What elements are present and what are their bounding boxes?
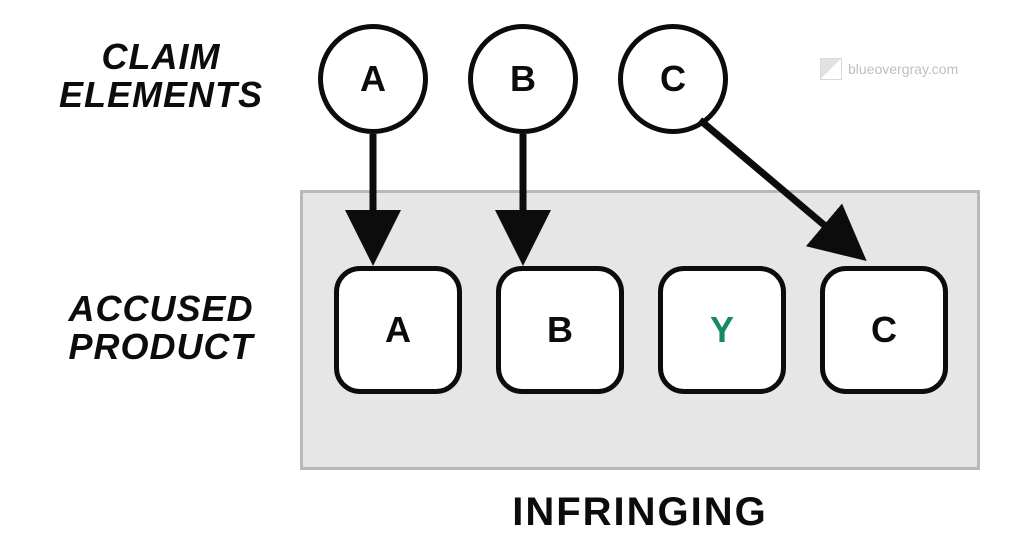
accused-line1: ACCUSED xyxy=(68,288,253,329)
claim-line2: ELEMENTS xyxy=(59,74,263,115)
product-node-c-letter: C xyxy=(871,309,897,351)
watermark-text: blueovergray.com xyxy=(848,61,958,77)
product-node-b-letter: B xyxy=(547,309,573,351)
infringing-label: INFRINGING xyxy=(300,490,980,535)
claim-node-c-letter: C xyxy=(660,58,686,100)
infringing-text: INFRINGING xyxy=(512,490,768,534)
product-node-b: B xyxy=(496,266,624,394)
accused-line2: PRODUCT xyxy=(69,326,254,367)
claim-node-a: A xyxy=(318,24,428,134)
claim-node-c: C xyxy=(618,24,728,134)
product-node-c: C xyxy=(820,266,948,394)
claim-elements-label: CLAIM ELEMENTS xyxy=(36,38,286,114)
claim-node-a-letter: A xyxy=(360,58,386,100)
product-node-y-letter: Y xyxy=(710,309,734,351)
claim-line1: CLAIM xyxy=(102,36,221,77)
product-node-a-letter: A xyxy=(385,309,411,351)
claim-node-b: B xyxy=(468,24,578,134)
watermark-logo-icon xyxy=(820,58,842,80)
product-node-y: Y xyxy=(658,266,786,394)
watermark: blueovergray.com xyxy=(820,58,958,80)
product-node-a: A xyxy=(334,266,462,394)
claim-node-b-letter: B xyxy=(510,58,536,100)
diagram-stage: CLAIM ELEMENTS ACCUSED PRODUCT A B C A B… xyxy=(0,0,1024,558)
accused-product-label: ACCUSED PRODUCT xyxy=(36,290,286,366)
